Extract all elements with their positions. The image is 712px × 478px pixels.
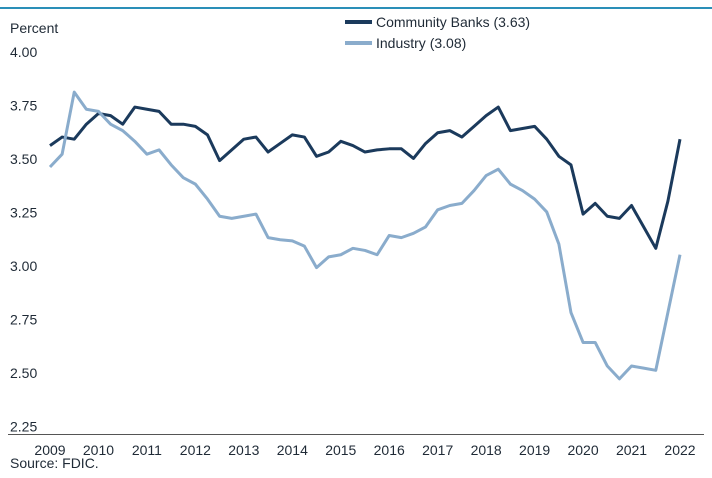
x-tick-label: 2010 bbox=[83, 442, 114, 458]
x-tick-label: 2020 bbox=[567, 442, 598, 458]
x-tick-label: 2018 bbox=[471, 442, 502, 458]
x-tick-label: 2009 bbox=[34, 442, 65, 458]
series-line bbox=[49, 105, 682, 250]
legend-label: Community Banks (3.63) bbox=[376, 14, 530, 30]
x-tick-label: 2019 bbox=[519, 442, 550, 458]
x-tick-label: 2017 bbox=[422, 442, 453, 458]
y-tick-label: 3.25 bbox=[10, 205, 37, 221]
x-tick-label: 2022 bbox=[664, 442, 695, 458]
series-line bbox=[48, 90, 682, 381]
x-tick-label: 2014 bbox=[277, 442, 308, 458]
y-tick-label: 3.75 bbox=[10, 98, 37, 114]
y-tick-label: 3.00 bbox=[10, 258, 37, 274]
y-tick-label: 2.25 bbox=[10, 419, 37, 435]
source: Source: FDIC. bbox=[10, 455, 99, 471]
x-tick-label: 2015 bbox=[325, 442, 356, 458]
y-axis-label: Percent bbox=[10, 20, 58, 36]
y-tick-label: 3.50 bbox=[10, 151, 37, 167]
x-tick-label: 2012 bbox=[180, 442, 211, 458]
x-tick-label: 2011 bbox=[132, 442, 162, 458]
y-tick-label: 2.75 bbox=[10, 312, 37, 328]
y-tick-label: 4.00 bbox=[10, 44, 37, 60]
y-tick-label: 2.50 bbox=[10, 365, 37, 381]
x-tick-label: 2013 bbox=[228, 442, 259, 458]
x-tick-label: 2021 bbox=[616, 442, 647, 458]
legend-label: Industry (3.08) bbox=[376, 35, 466, 51]
x-tick-label: 2016 bbox=[374, 442, 405, 458]
